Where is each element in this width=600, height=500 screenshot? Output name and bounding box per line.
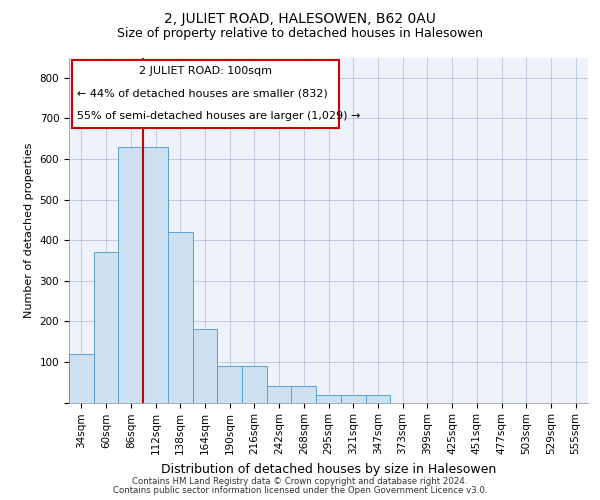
Bar <box>242 366 267 403</box>
Bar <box>267 386 292 402</box>
Bar <box>365 395 390 402</box>
Text: 2 JULIET ROAD: 100sqm: 2 JULIET ROAD: 100sqm <box>139 66 272 76</box>
Bar <box>217 366 242 403</box>
Text: Contains HM Land Registry data © Crown copyright and database right 2024.: Contains HM Land Registry data © Crown c… <box>132 477 468 486</box>
Text: 2, JULIET ROAD, HALESOWEN, B62 0AU: 2, JULIET ROAD, HALESOWEN, B62 0AU <box>164 12 436 26</box>
Bar <box>292 386 316 402</box>
Bar <box>143 147 168 403</box>
Y-axis label: Number of detached properties: Number of detached properties <box>24 142 34 318</box>
Text: ← 44% of detached houses are smaller (832): ← 44% of detached houses are smaller (83… <box>77 89 328 99</box>
X-axis label: Distribution of detached houses by size in Halesowen: Distribution of detached houses by size … <box>161 462 496 475</box>
Bar <box>118 147 143 403</box>
Bar <box>94 252 118 402</box>
Bar <box>316 395 341 402</box>
Text: 55% of semi-detached houses are larger (1,029) →: 55% of semi-detached houses are larger (… <box>77 112 360 121</box>
Text: Contains public sector information licensed under the Open Government Licence v3: Contains public sector information licen… <box>113 486 487 495</box>
Text: Size of property relative to detached houses in Halesowen: Size of property relative to detached ho… <box>117 28 483 40</box>
Bar <box>168 232 193 402</box>
Bar <box>341 395 365 402</box>
Bar <box>193 330 217 402</box>
Bar <box>69 354 94 403</box>
